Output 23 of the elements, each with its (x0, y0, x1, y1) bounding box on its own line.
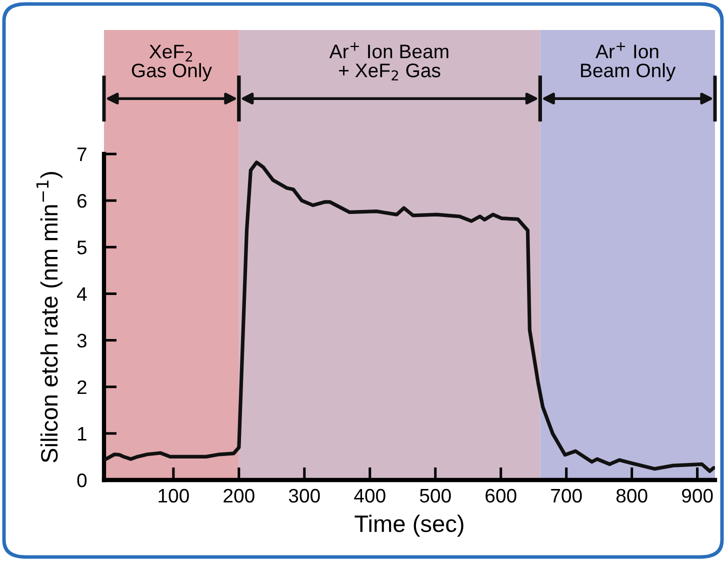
x-tick-label: 200 (224, 488, 254, 503)
x-tick-label: 900 (682, 488, 713, 503)
x-tick-label: 400 (354, 488, 386, 503)
band-label: Ar$^{+}$ Ion Beam + XeF$_{2}$ Gas (329, 42, 448, 80)
y-tick-label: 7 (78, 148, 86, 162)
x-tick-label: 300 (288, 488, 320, 503)
x-axis-title: Time (sec) (354, 514, 464, 537)
y-tick-label: 3 (77, 334, 86, 348)
band-label: Ar$^{+}$ Ion Beam Only (581, 42, 676, 82)
y-tick-label: 2 (78, 380, 86, 394)
x-tick-label: 500 (420, 488, 451, 503)
x-tick-label: 100 (158, 488, 189, 503)
x-tick-label: 600 (486, 488, 516, 503)
y-tick-label: 0 (77, 473, 87, 488)
y-tick-label: 4 (76, 287, 87, 301)
band-label: XeF$_{2}$ Gas Only (132, 44, 212, 82)
x-tick-label: 700 (551, 488, 582, 503)
y-axis-title: Silicon etch rate (nm min$^{−1}$) (36, 172, 62, 462)
x-tick-label: 800 (616, 488, 648, 503)
line-series (104, 160, 715, 473)
y-tick-label: 5 (77, 240, 87, 254)
y-tick-label: 1 (78, 427, 86, 440)
y-tick-label: 6 (78, 194, 86, 208)
